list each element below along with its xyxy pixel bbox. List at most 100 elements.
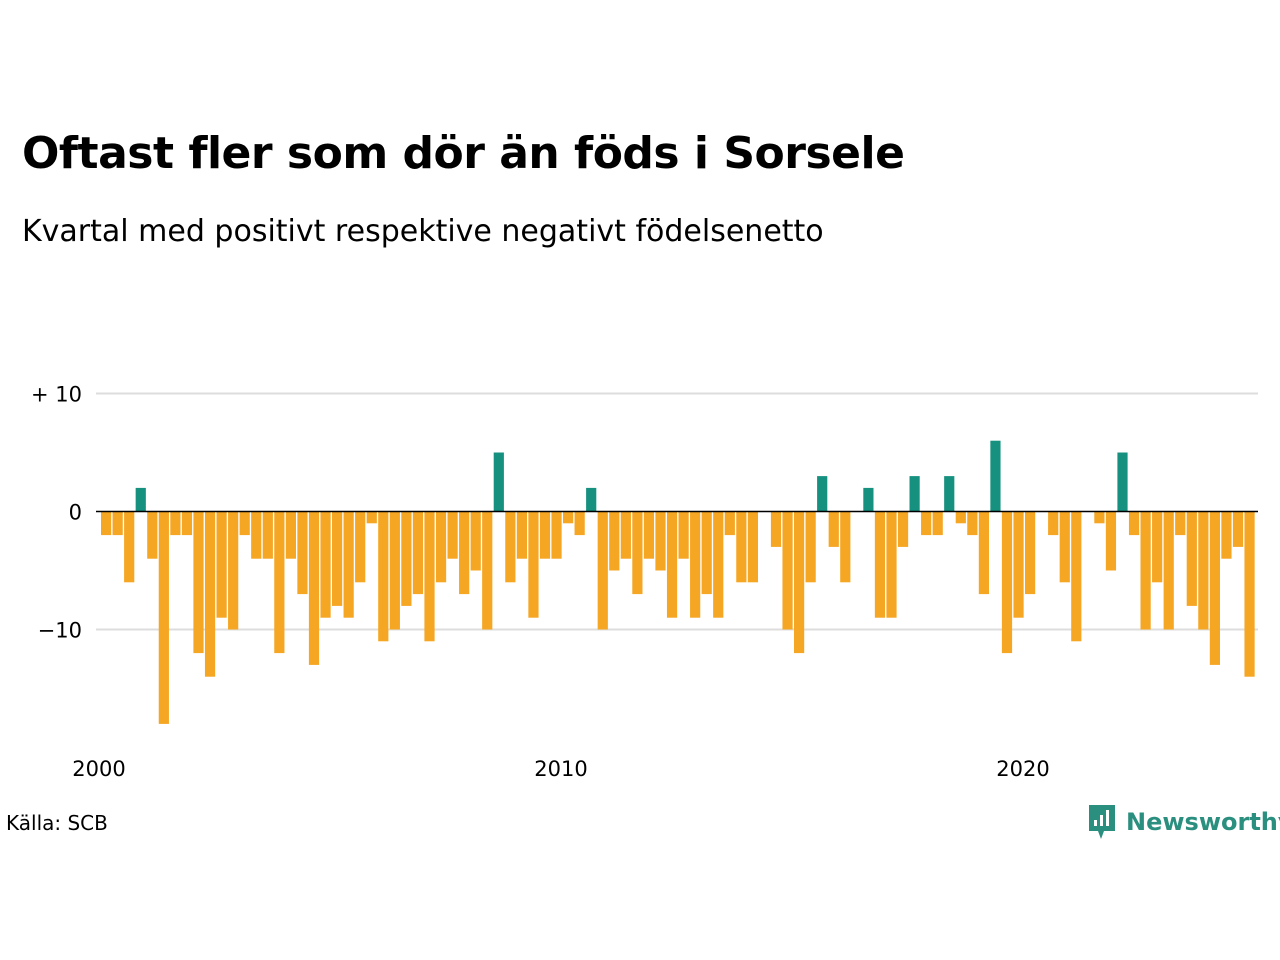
bar — [782, 511, 793, 630]
bar — [459, 511, 470, 595]
bar — [551, 511, 562, 559]
bar — [713, 511, 724, 618]
bar — [886, 511, 897, 618]
bar — [1071, 511, 1082, 642]
bar — [828, 511, 839, 547]
x-tick-label: 2020 — [996, 757, 1049, 781]
bar — [320, 511, 331, 618]
bar — [1244, 511, 1255, 677]
bar — [181, 511, 193, 536]
bar — [355, 511, 366, 583]
bar — [747, 511, 758, 583]
bar — [493, 452, 504, 512]
bar — [424, 511, 435, 642]
bar — [1025, 511, 1036, 595]
bar — [655, 511, 666, 571]
bar — [955, 511, 966, 524]
bar — [1059, 511, 1070, 583]
newsworthy-logo-icon — [1089, 805, 1115, 839]
x-tick-label: 2010 — [534, 757, 587, 781]
bar — [389, 511, 400, 630]
bar — [597, 511, 608, 630]
bar — [170, 511, 181, 536]
brand-name: Newsworthy — [1126, 808, 1280, 836]
bar — [609, 511, 620, 571]
bar — [193, 511, 204, 654]
bar — [528, 511, 539, 618]
bar — [586, 487, 597, 512]
y-tick-label: −10 — [38, 619, 82, 643]
bar — [643, 511, 655, 559]
bar — [632, 511, 643, 595]
bar — [366, 511, 377, 524]
bar — [574, 511, 585, 536]
bar — [1152, 511, 1163, 583]
gridlines — [96, 392, 1258, 631]
bar — [990, 440, 1001, 512]
chart-title: Oftast fler som dör än föds i Sorsele — [22, 128, 905, 179]
bar — [204, 511, 216, 677]
bar — [620, 511, 631, 559]
newsworthy-logo: Newsworthy — [1088, 804, 1280, 840]
bar — [332, 511, 343, 606]
bar — [1128, 511, 1140, 536]
bar — [378, 511, 389, 642]
bar — [308, 511, 320, 665]
bar — [435, 511, 447, 583]
bar — [112, 511, 123, 536]
bar — [147, 511, 158, 559]
bar — [1001, 511, 1013, 654]
bar — [805, 511, 816, 583]
bar — [944, 476, 955, 512]
bar — [297, 511, 308, 595]
bar — [840, 511, 851, 583]
bar — [1221, 511, 1232, 559]
bar — [135, 487, 146, 512]
bar — [978, 511, 989, 595]
bar — [1163, 511, 1174, 630]
y-tick-label: + 10 — [31, 383, 82, 407]
bar — [724, 511, 735, 536]
bar — [909, 476, 920, 512]
bar — [1140, 511, 1151, 630]
bar — [251, 511, 262, 559]
axes: + 10 0 −10 2000 2010 2020 — [31, 383, 1258, 781]
bar — [239, 511, 250, 536]
bar — [101, 511, 112, 536]
bar — [1186, 511, 1197, 606]
bar — [967, 511, 978, 536]
bar — [505, 511, 516, 583]
bar — [343, 511, 354, 618]
bar — [482, 511, 493, 630]
bar — [1232, 511, 1244, 547]
bar — [666, 511, 678, 618]
source-note: Källa: SCB — [6, 811, 108, 835]
bar — [690, 511, 701, 618]
bars — [101, 440, 1255, 724]
bar — [285, 511, 296, 559]
bar — [1013, 511, 1024, 618]
chart-subtitle: Kvartal med positivt respektive negativt… — [22, 214, 824, 249]
bar — [701, 511, 712, 595]
bar — [921, 511, 932, 536]
bar — [516, 511, 527, 559]
bar — [158, 511, 169, 724]
bar — [470, 511, 481, 571]
bar — [563, 511, 574, 524]
bar — [1094, 511, 1105, 524]
bar — [1117, 452, 1128, 512]
bar — [412, 511, 424, 595]
bar — [897, 511, 909, 547]
bar — [124, 511, 135, 583]
bar-chart: + 10 0 −10 2000 2010 2020 — [31, 383, 1258, 781]
x-tick-label: 2000 — [72, 757, 125, 781]
bar — [447, 511, 458, 559]
bar — [274, 511, 285, 654]
bar — [1105, 511, 1117, 571]
bar — [817, 476, 828, 512]
bar — [1048, 511, 1059, 536]
bar — [770, 511, 782, 547]
bar — [216, 511, 227, 618]
bar — [932, 511, 943, 536]
bar — [1198, 511, 1209, 630]
